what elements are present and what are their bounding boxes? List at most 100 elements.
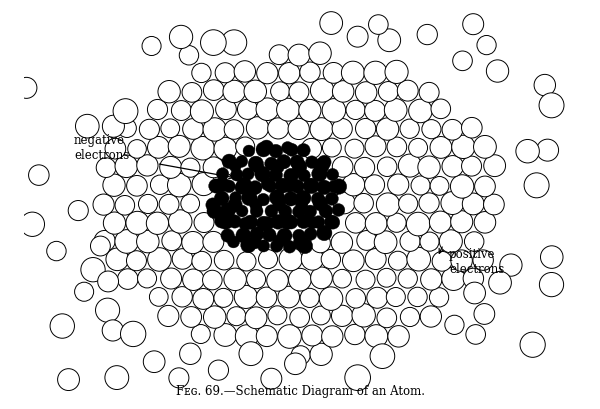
Circle shape (321, 250, 341, 269)
Circle shape (206, 198, 220, 213)
Circle shape (290, 308, 310, 328)
Circle shape (331, 306, 353, 327)
Circle shape (311, 306, 331, 325)
Circle shape (368, 16, 388, 35)
Circle shape (289, 269, 311, 291)
Circle shape (461, 157, 482, 177)
Circle shape (302, 325, 323, 346)
Circle shape (267, 270, 288, 292)
Circle shape (278, 63, 300, 85)
Circle shape (105, 366, 129, 389)
Circle shape (239, 342, 263, 366)
Circle shape (422, 120, 441, 139)
Circle shape (326, 216, 340, 229)
Circle shape (248, 181, 262, 195)
Circle shape (250, 227, 264, 241)
Circle shape (284, 169, 299, 184)
Circle shape (406, 213, 430, 236)
Circle shape (106, 248, 128, 271)
Circle shape (534, 75, 556, 97)
Circle shape (262, 229, 276, 242)
Circle shape (169, 210, 192, 234)
Circle shape (398, 269, 418, 288)
Circle shape (296, 199, 308, 211)
Circle shape (304, 206, 317, 218)
Circle shape (364, 62, 387, 85)
Circle shape (300, 63, 320, 83)
Circle shape (162, 231, 182, 251)
Circle shape (113, 99, 138, 124)
Text: negative
electrons: negative electrons (74, 134, 129, 162)
Circle shape (29, 165, 49, 186)
Circle shape (365, 101, 386, 122)
Circle shape (331, 180, 347, 195)
Circle shape (256, 217, 271, 231)
Circle shape (343, 250, 364, 272)
Circle shape (451, 250, 472, 272)
Circle shape (352, 304, 376, 327)
Circle shape (462, 193, 484, 215)
Circle shape (326, 169, 338, 181)
Circle shape (357, 231, 377, 251)
Circle shape (268, 306, 287, 325)
Circle shape (236, 206, 248, 218)
Circle shape (407, 248, 431, 271)
Circle shape (400, 120, 419, 139)
Circle shape (192, 173, 215, 196)
Circle shape (271, 215, 285, 229)
Circle shape (158, 306, 179, 327)
Circle shape (442, 120, 463, 141)
Circle shape (346, 213, 366, 234)
Circle shape (367, 288, 388, 308)
Circle shape (311, 193, 325, 206)
Circle shape (273, 235, 286, 248)
Circle shape (194, 213, 214, 233)
Circle shape (236, 178, 252, 193)
Circle shape (319, 287, 343, 310)
Circle shape (398, 155, 421, 178)
Circle shape (290, 155, 304, 170)
Circle shape (400, 232, 420, 252)
Circle shape (234, 285, 257, 309)
Circle shape (142, 37, 161, 56)
Circle shape (139, 120, 160, 140)
Circle shape (218, 215, 233, 230)
Circle shape (278, 287, 299, 308)
Circle shape (317, 156, 331, 169)
Circle shape (356, 119, 376, 139)
Circle shape (377, 269, 396, 288)
Circle shape (169, 26, 193, 49)
Circle shape (148, 100, 167, 120)
Circle shape (215, 178, 230, 192)
Circle shape (280, 214, 295, 230)
Circle shape (256, 326, 277, 347)
Circle shape (539, 94, 564, 119)
Circle shape (298, 170, 310, 182)
Circle shape (257, 63, 278, 85)
Circle shape (355, 158, 374, 178)
Circle shape (223, 181, 235, 193)
Circle shape (500, 254, 522, 276)
Circle shape (227, 307, 246, 326)
Circle shape (126, 212, 149, 235)
Circle shape (365, 175, 385, 196)
Circle shape (293, 230, 305, 242)
Circle shape (137, 269, 157, 288)
Circle shape (356, 270, 375, 290)
Circle shape (148, 248, 171, 272)
Circle shape (317, 181, 331, 195)
Circle shape (256, 288, 277, 308)
Circle shape (215, 214, 229, 229)
Circle shape (230, 169, 243, 182)
Circle shape (400, 308, 419, 327)
Circle shape (309, 43, 331, 65)
Circle shape (16, 78, 37, 99)
Circle shape (203, 81, 224, 101)
Circle shape (464, 283, 485, 304)
Circle shape (442, 267, 465, 291)
Circle shape (420, 232, 439, 252)
Circle shape (244, 81, 266, 103)
Circle shape (192, 252, 211, 271)
Circle shape (137, 231, 159, 253)
Circle shape (149, 288, 168, 306)
